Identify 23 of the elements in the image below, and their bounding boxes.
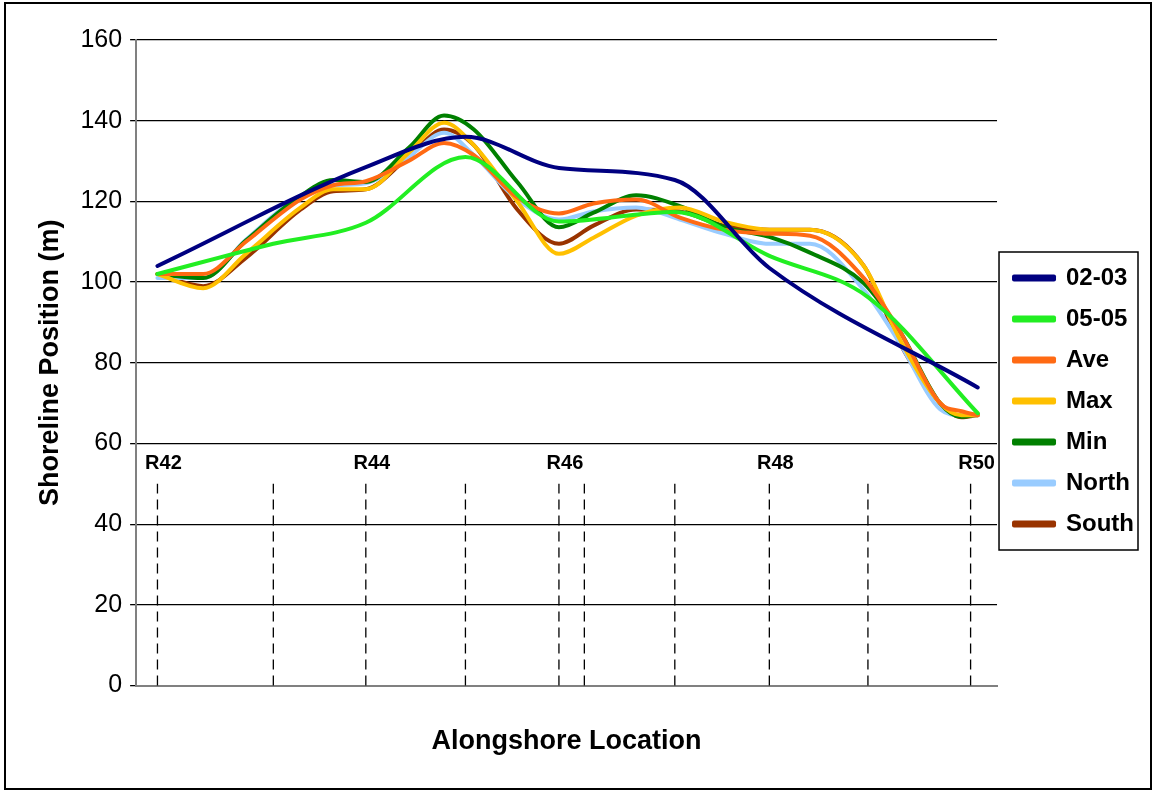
ref-line-label: R50: [958, 451, 995, 474]
y-tick-label: 0: [108, 669, 123, 698]
legend-label: Ave: [1066, 344, 1110, 372]
ref-line-label: R48: [756, 451, 794, 474]
legend-label: North: [1066, 467, 1130, 495]
y-tick-label: 140: [80, 104, 123, 133]
y-tick-label: 40: [94, 508, 123, 537]
legend-label: Max: [1066, 385, 1114, 413]
legend-label: Min: [1066, 426, 1108, 454]
ref-line-label: R44: [353, 451, 392, 474]
ref-line-label: R42: [145, 451, 182, 474]
legend-label: South: [1066, 508, 1134, 536]
ref-line-label: R46: [546, 451, 584, 474]
y-tick-label: 20: [94, 588, 123, 617]
y-tick-label: 120: [80, 185, 123, 214]
y-tick-label: 80: [94, 346, 123, 375]
y-tick-label: 60: [94, 427, 123, 456]
x-axis-title: Alongshore Location: [431, 725, 702, 756]
legend-label: 02-03: [1066, 262, 1128, 290]
legend-label: 05-05: [1066, 303, 1128, 331]
y-axis-title: Shoreline Position (m): [33, 219, 64, 507]
y-tick-label: 100: [80, 265, 123, 294]
y-tick-label: 160: [80, 23, 123, 52]
